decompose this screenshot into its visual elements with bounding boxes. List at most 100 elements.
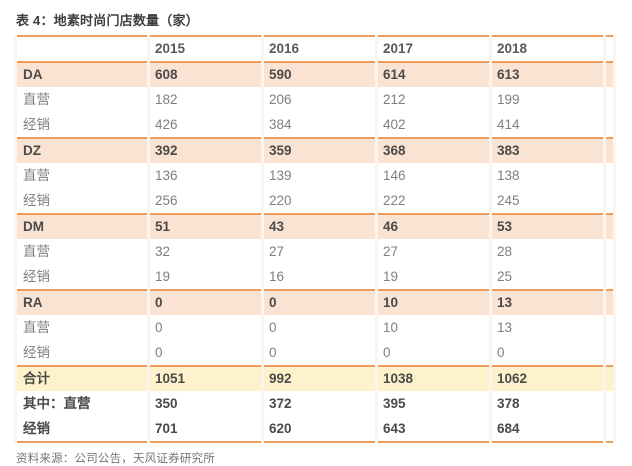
filler-cell bbox=[606, 137, 613, 163]
cell-value: 0 bbox=[264, 340, 375, 365]
source-note: 资料来源：公司公告，天风证券研究所 bbox=[16, 453, 215, 465]
filler-cell bbox=[606, 213, 613, 239]
table-row-sub: 直营 136 139 146 138 bbox=[17, 163, 613, 188]
cell-value: 53 bbox=[492, 213, 603, 239]
cell-value: 245 bbox=[492, 188, 603, 213]
table-row-emphasis: 经销 701 620 643 684 bbox=[17, 416, 613, 443]
row-label: 经销 bbox=[17, 416, 147, 443]
cell-value: 368 bbox=[378, 137, 489, 163]
row-label: 经销 bbox=[17, 112, 147, 137]
cell-value: 46 bbox=[378, 213, 489, 239]
cell-value: 19 bbox=[150, 264, 261, 289]
cell-value: 27 bbox=[378, 239, 489, 264]
cell-value: 350 bbox=[150, 391, 261, 416]
table-row-sub: 直营 32 27 27 28 bbox=[17, 239, 613, 264]
cell-value: 384 bbox=[264, 112, 375, 137]
row-label: 其中：直营 bbox=[17, 391, 147, 416]
column-header-2015: 2015 bbox=[150, 35, 261, 61]
cell-value: 199 bbox=[492, 87, 603, 112]
row-label: DM bbox=[17, 213, 147, 239]
cell-value: 51 bbox=[150, 213, 261, 239]
cell-value: 32 bbox=[150, 239, 261, 264]
cell-value: 206 bbox=[264, 87, 375, 112]
cell-value: 19 bbox=[378, 264, 489, 289]
row-label: 直营 bbox=[17, 87, 147, 112]
table-row-brand: DM 51 43 46 53 bbox=[17, 213, 613, 239]
cell-value: 383 bbox=[492, 137, 603, 163]
cell-value: 13 bbox=[492, 315, 603, 340]
column-header-2016: 2016 bbox=[264, 35, 375, 61]
cell-value: 684 bbox=[492, 416, 603, 443]
cell-value: 212 bbox=[378, 87, 489, 112]
table-title: 表 4：地素时尚门店数量（家） bbox=[16, 13, 199, 28]
cell-value: 139 bbox=[264, 163, 375, 188]
cell-value: 395 bbox=[378, 391, 489, 416]
table-row-sub: 直营 182 206 212 199 bbox=[17, 87, 613, 112]
table-row-brand: RA 0 0 10 13 bbox=[17, 289, 613, 315]
table-row-emphasis: 其中：直营 350 372 395 378 bbox=[17, 391, 613, 416]
table-body: DA 608 590 614 613 直营 182 206 212 199 经销 426 384 402 4… bbox=[17, 61, 613, 443]
cell-value: 426 bbox=[150, 112, 261, 137]
cell-value: 222 bbox=[378, 188, 489, 213]
row-label: 合计 bbox=[17, 365, 147, 391]
cell-value: 0 bbox=[150, 315, 261, 340]
cell-value: 0 bbox=[264, 289, 375, 315]
filler-cell bbox=[606, 416, 613, 443]
cell-value: 10 bbox=[378, 315, 489, 340]
row-label: 经销 bbox=[17, 188, 147, 213]
cell-value: 402 bbox=[378, 112, 489, 137]
row-label: DZ bbox=[17, 137, 147, 163]
cell-value: 13 bbox=[492, 289, 603, 315]
cell-value: 378 bbox=[492, 391, 603, 416]
row-label: 经销 bbox=[17, 264, 147, 289]
header-label-cell bbox=[17, 35, 147, 61]
store-count-table: 2015 2016 2017 2018 DA 608 590 614 613 直营 182 206 2… bbox=[14, 35, 616, 443]
cell-value: 620 bbox=[264, 416, 375, 443]
cell-value: 25 bbox=[492, 264, 603, 289]
column-header-2017: 2017 bbox=[378, 35, 489, 61]
cell-value: 10 bbox=[378, 289, 489, 315]
table-row-sub: 经销 0 0 0 0 bbox=[17, 340, 613, 365]
cell-value: 0 bbox=[150, 340, 261, 365]
filler-cell bbox=[606, 61, 613, 87]
table-row-sub: 直营 0 0 10 13 bbox=[17, 315, 613, 340]
filler-cell bbox=[606, 87, 613, 112]
cell-value: 28 bbox=[492, 239, 603, 264]
filler-cell bbox=[606, 112, 613, 137]
cell-value: 643 bbox=[378, 416, 489, 443]
cell-value: 136 bbox=[150, 163, 261, 188]
filler-cell bbox=[606, 365, 613, 391]
table-row-total: 合计 1051 992 1038 1062 bbox=[17, 365, 613, 391]
cell-value: 392 bbox=[150, 137, 261, 163]
header-row: 2015 2016 2017 2018 bbox=[17, 35, 613, 61]
table-row-brand: DZ 392 359 368 383 bbox=[17, 137, 613, 163]
cell-value: 608 bbox=[150, 61, 261, 87]
cell-value: 1038 bbox=[378, 365, 489, 391]
cell-value: 256 bbox=[150, 188, 261, 213]
cell-value: 359 bbox=[264, 137, 375, 163]
row-label: 直营 bbox=[17, 315, 147, 340]
filler-cell bbox=[606, 239, 613, 264]
cell-value: 372 bbox=[264, 391, 375, 416]
table-row-sub: 经销 426 384 402 414 bbox=[17, 112, 613, 137]
filler-cell bbox=[606, 391, 613, 416]
header-filler-cell bbox=[606, 35, 613, 61]
row-label: 经销 bbox=[17, 340, 147, 365]
filler-cell bbox=[606, 264, 613, 289]
cell-value: 1062 bbox=[492, 365, 603, 391]
cell-value: 146 bbox=[378, 163, 489, 188]
filler-cell bbox=[606, 163, 613, 188]
cell-value: 43 bbox=[264, 213, 375, 239]
cell-value: 590 bbox=[264, 61, 375, 87]
cell-value: 0 bbox=[492, 340, 603, 365]
filler-cell bbox=[606, 188, 613, 213]
cell-value: 138 bbox=[492, 163, 603, 188]
cell-value: 1051 bbox=[150, 365, 261, 391]
row-label: 直营 bbox=[17, 163, 147, 188]
cell-value: 992 bbox=[264, 365, 375, 391]
table-header: 2015 2016 2017 2018 bbox=[17, 35, 613, 61]
table-row-sub: 经销 19 16 19 25 bbox=[17, 264, 613, 289]
cell-value: 613 bbox=[492, 61, 603, 87]
cell-value: 0 bbox=[378, 340, 489, 365]
